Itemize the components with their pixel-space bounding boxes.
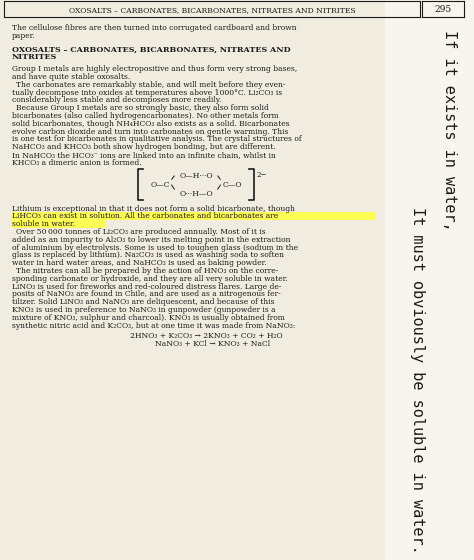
Text: The nitrates can all be prepared by the action of HNO₃ on the corre-: The nitrates can all be prepared by the …: [16, 267, 278, 275]
FancyBboxPatch shape: [11, 212, 375, 220]
Text: The carbonates are remarkably stable, and will melt before they even-: The carbonates are remarkably stable, an…: [16, 81, 286, 89]
Text: 2HNO₃ + K₂CO₃ → 2KNO₃ + CO₂ + H₂O: 2HNO₃ + K₂CO₃ → 2KNO₃ + CO₂ + H₂O: [130, 333, 283, 340]
Text: NITRITES: NITRITES: [12, 53, 57, 62]
Text: synthetic nitric acid and K₂CO₃, but at one time it was made from NaNO₃:: synthetic nitric acid and K₂CO₃, but at …: [12, 321, 295, 330]
Text: Lithium is exceptional in that it does not form a solid bicarbonate, though: Lithium is exceptional in that it does n…: [12, 204, 295, 213]
Text: LiNO₃ is used for fireworks and red-coloured distress flares. Large de-: LiNO₃ is used for fireworks and red-colo…: [12, 283, 282, 291]
Text: evolve carbon dioxide and turn into carbonates on gentle warming. This: evolve carbon dioxide and turn into carb…: [12, 128, 288, 136]
Text: and have quite stable oxosalts.: and have quite stable oxosalts.: [12, 73, 130, 81]
Text: is one test for bicarbonates in qualitative analysis. The crystal structures of: is one test for bicarbonates in qualitat…: [12, 136, 301, 143]
Text: OXOSALTS – CARBONATES, BICARBONATES, NITRATES AND: OXOSALTS – CARBONATES, BICARBONATES, NIT…: [12, 45, 291, 54]
Text: C—O: C—O: [222, 180, 242, 189]
Text: sponding carbonate or hydroxide, and they are all very soluble in water.: sponding carbonate or hydroxide, and the…: [12, 275, 288, 283]
Text: KNO₃ is used in preference to NaNO₃ in gunpowder (gunpowder is a: KNO₃ is used in preference to NaNO₃ in g…: [12, 306, 275, 314]
Text: soluble in water.: soluble in water.: [12, 220, 75, 228]
Text: O—C: O—C: [150, 180, 170, 189]
Text: tually decompose into oxides at temperatures above 1000°C. Li₂CO₃ is: tually decompose into oxides at temperat…: [12, 88, 282, 97]
Text: The cellulose fibres are then turned into corrugated cardboard and brown: The cellulose fibres are then turned int…: [12, 24, 297, 32]
Text: If it exists in water,: If it exists in water,: [443, 30, 457, 230]
Text: water in hard water areas, and NaHCO₃ is used as baking powder.: water in hard water areas, and NaHCO₃ is…: [12, 259, 266, 267]
Text: posits of NaNO₃ are found in Chile, and are used as a nitrogenous fer-: posits of NaNO₃ are found in Chile, and …: [12, 291, 281, 298]
Text: solid bicarbonates, though NH₄HCO₃ also exists as a solid. Bicarbonates: solid bicarbonates, though NH₄HCO₃ also …: [12, 120, 290, 128]
Text: NaHCO₃ and KHCO₃ both show hydrogen bonding, but are different.: NaHCO₃ and KHCO₃ both show hydrogen bond…: [12, 143, 275, 151]
Text: OXOSALTS – CARBONATES, BICARBONATES, NITRATES AND NITRITES: OXOSALTS – CARBONATES, BICARBONATES, NIT…: [69, 6, 356, 14]
Text: LiHCO₃ can exist in solution. All the carbonates and bicarbonates are: LiHCO₃ can exist in solution. All the ca…: [12, 212, 278, 221]
Text: It must obviously be soluble in water.: It must obviously be soluble in water.: [410, 207, 426, 553]
Text: Group I metals are highly electropositive and thus form very strong bases,: Group I metals are highly electropositiv…: [12, 65, 297, 73]
Text: bicarbonates (also called hydrogencarbonates). No other metals form: bicarbonates (also called hydrogencarbon…: [12, 112, 279, 120]
Text: O—H···O: O—H···O: [179, 171, 213, 180]
Text: paper.: paper.: [12, 32, 36, 40]
Text: added as an impurity to Al₂O₃ to lower its melting point in the extraction: added as an impurity to Al₂O₃ to lower i…: [12, 236, 291, 244]
Text: NaNO₃ + KCl → KNO₃ + NaCl: NaNO₃ + KCl → KNO₃ + NaCl: [155, 340, 270, 348]
Text: O···H—O: O···H—O: [179, 190, 213, 198]
Text: glass is replaced by lithium). Na₂CO₃ is used as washing soda to soften: glass is replaced by lithium). Na₂CO₃ is…: [12, 251, 284, 259]
Text: mixture of KNO₃, sulphur and charcoal). KNO₃ is usually obtained from: mixture of KNO₃, sulphur and charcoal). …: [12, 314, 285, 322]
FancyBboxPatch shape: [385, 0, 474, 560]
FancyBboxPatch shape: [11, 220, 106, 227]
Text: In NaHCO₃ the HCO₃⁻ ions are linked into an infinite chain, whilst in: In NaHCO₃ the HCO₃⁻ ions are linked into…: [12, 151, 276, 159]
Text: 2−: 2−: [257, 171, 267, 179]
Text: Because Group I metals are so strongly basic, they also form solid: Because Group I metals are so strongly b…: [16, 104, 269, 112]
Text: KHCO₃ a dimeric anion is formed.: KHCO₃ a dimeric anion is formed.: [12, 159, 142, 167]
Text: of aluminium by electrolysis. Some is used to toughen glass (sodium in the: of aluminium by electrolysis. Some is us…: [12, 244, 298, 251]
Text: 295: 295: [434, 6, 452, 15]
Text: Over 50 000 tonnes of Li₂CO₃ are produced annually. Most of it is: Over 50 000 tonnes of Li₂CO₃ are produce…: [16, 228, 265, 236]
Text: considerably less stable and decomposes more readily.: considerably less stable and decomposes …: [12, 96, 221, 104]
Text: tilizer. Solid LiNO₃ and NaNO₃ are deliquescent, and because of this: tilizer. Solid LiNO₃ and NaNO₃ are deliq…: [12, 298, 274, 306]
